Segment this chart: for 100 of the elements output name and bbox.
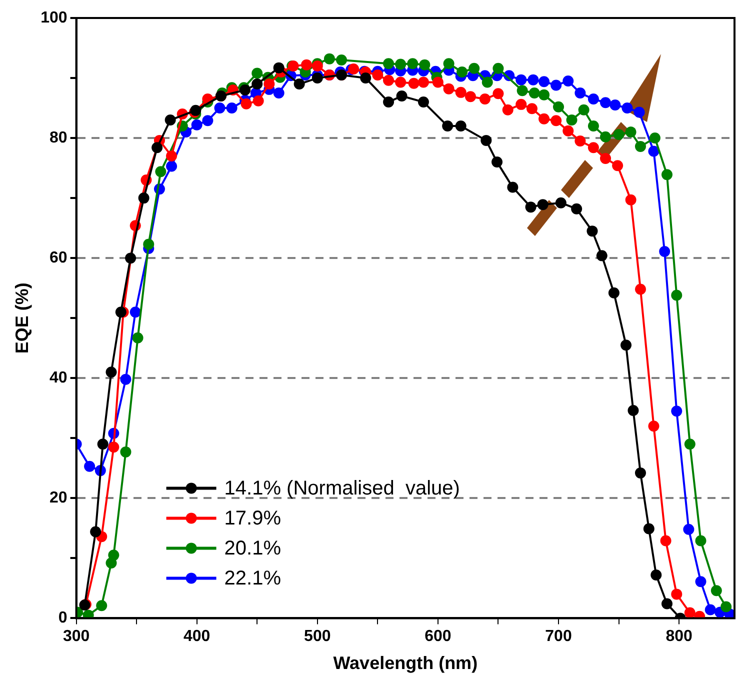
point bbox=[479, 94, 490, 105]
point bbox=[455, 120, 466, 132]
point bbox=[622, 102, 633, 114]
point bbox=[588, 94, 599, 105]
y-tick-label: 100 bbox=[40, 9, 68, 26]
point bbox=[683, 524, 694, 535]
point bbox=[492, 88, 504, 100]
point bbox=[106, 366, 117, 378]
point bbox=[588, 120, 599, 132]
y-tick-label: 20 bbox=[50, 490, 68, 507]
point bbox=[684, 438, 696, 450]
x-tick-label: 500 bbox=[304, 628, 331, 646]
point bbox=[294, 78, 305, 90]
point bbox=[360, 72, 372, 84]
point bbox=[562, 125, 574, 136]
point bbox=[526, 103, 538, 114]
point bbox=[383, 58, 394, 70]
point bbox=[418, 76, 429, 88]
point bbox=[660, 535, 672, 546]
legend-label: 14.1% (Normalised value) bbox=[224, 478, 460, 500]
x-tick-label: 700 bbox=[545, 628, 572, 646]
point bbox=[562, 76, 574, 87]
point bbox=[252, 68, 263, 79]
point bbox=[528, 88, 540, 99]
point bbox=[538, 76, 550, 88]
point bbox=[96, 600, 108, 612]
point bbox=[273, 88, 284, 99]
point bbox=[407, 58, 418, 70]
point bbox=[264, 78, 275, 90]
point bbox=[586, 226, 598, 237]
point bbox=[571, 203, 582, 214]
point bbox=[166, 160, 178, 172]
point bbox=[191, 119, 202, 130]
point bbox=[648, 420, 660, 432]
point bbox=[138, 192, 150, 204]
point bbox=[720, 601, 732, 612]
point bbox=[502, 104, 514, 116]
point bbox=[596, 250, 608, 262]
point bbox=[130, 306, 141, 318]
point bbox=[671, 588, 682, 600]
point bbox=[625, 194, 636, 206]
point bbox=[273, 62, 284, 74]
point bbox=[566, 114, 578, 126]
point bbox=[550, 80, 562, 91]
point bbox=[661, 169, 672, 180]
point bbox=[704, 604, 716, 616]
point bbox=[383, 96, 394, 108]
point bbox=[507, 182, 518, 193]
point bbox=[671, 290, 682, 301]
point bbox=[492, 156, 503, 168]
point bbox=[492, 62, 504, 74]
point bbox=[695, 535, 706, 546]
y-tick-label: 80 bbox=[50, 129, 68, 146]
point bbox=[432, 76, 444, 88]
point bbox=[214, 102, 226, 114]
point bbox=[419, 59, 430, 70]
point bbox=[395, 76, 406, 88]
point bbox=[442, 120, 454, 132]
point bbox=[482, 76, 493, 88]
point bbox=[628, 405, 639, 416]
point bbox=[634, 284, 646, 295]
point bbox=[108, 550, 120, 561]
legend-label: 17.9% bbox=[224, 508, 282, 530]
point bbox=[395, 58, 406, 70]
point bbox=[166, 150, 178, 162]
point bbox=[456, 66, 468, 78]
y-axis-title: EQE (%) bbox=[12, 282, 32, 354]
x-tick-label: 800 bbox=[666, 628, 692, 646]
point bbox=[336, 54, 348, 66]
point bbox=[671, 406, 682, 417]
point bbox=[608, 287, 620, 298]
legend-label: 22.1% bbox=[224, 568, 282, 590]
point bbox=[574, 136, 586, 147]
point bbox=[634, 106, 645, 118]
point bbox=[537, 199, 548, 210]
point bbox=[240, 98, 252, 110]
point bbox=[202, 115, 214, 126]
point bbox=[152, 142, 163, 154]
point bbox=[132, 332, 144, 344]
point bbox=[649, 132, 660, 144]
point bbox=[661, 598, 672, 610]
point bbox=[574, 88, 586, 99]
point bbox=[600, 152, 612, 164]
point bbox=[613, 128, 624, 140]
point bbox=[464, 91, 476, 102]
point bbox=[634, 467, 646, 478]
point bbox=[516, 85, 528, 96]
point bbox=[659, 246, 670, 257]
point bbox=[648, 146, 660, 157]
point bbox=[155, 166, 166, 178]
point bbox=[418, 96, 429, 108]
point bbox=[240, 84, 251, 96]
point bbox=[528, 74, 539, 86]
point bbox=[115, 306, 126, 318]
point bbox=[125, 252, 136, 264]
point bbox=[301, 59, 312, 70]
x-tick-label: 600 bbox=[424, 628, 452, 646]
point bbox=[120, 374, 132, 385]
point bbox=[625, 126, 636, 138]
point bbox=[226, 102, 238, 114]
